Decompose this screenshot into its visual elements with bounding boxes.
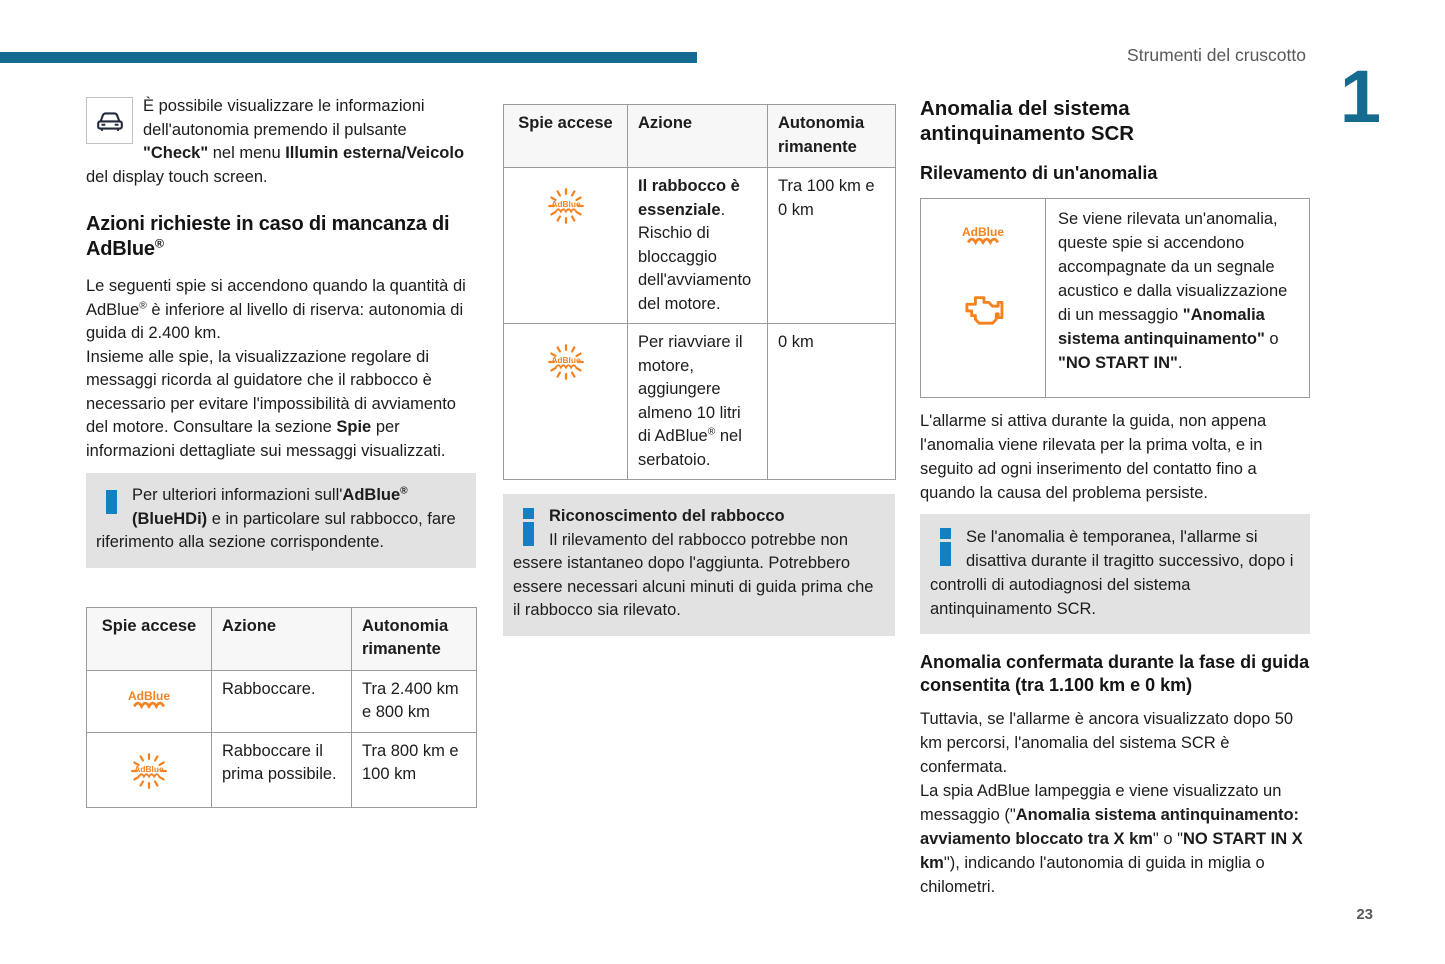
infobox-refill-recognition: Riconoscimento del rabbocco Il rilevamen… <box>503 494 895 636</box>
chapter-number: 1 <box>1339 55 1381 138</box>
table-row: Per riavviare il motore, aggiungere alme… <box>503 323 896 480</box>
action-cell: Rabboccare. <box>211 669 352 733</box>
anomaly-warning-text: Se viene rilevata un'anomalia, queste sp… <box>1058 210 1288 372</box>
autonomy-cell: Tra 2.400 km e 800 km <box>351 669 477 733</box>
adblue-warning-table-1: Spie accese Azione Autonomia rimanente R… <box>86 606 477 809</box>
adblue-warning-icon <box>959 223 1007 255</box>
middle-column: Spie accese Azione Autonomia rimanente I… <box>503 104 896 636</box>
table-row: Il rabbocco è essenziale. Rischio di blo… <box>503 167 896 324</box>
column-header-spie: Spie accese <box>86 606 212 671</box>
adblue-warning-flashing-icon <box>538 184 594 236</box>
adblue-warning-flashing-icon <box>538 340 594 392</box>
column-header-azione: Azione <box>627 104 768 168</box>
infobox-text: Se l'anomalia è temporanea, l'allarme si… <box>930 528 1294 618</box>
intro-block: È possibile visualizzare le informazioni… <box>86 95 476 189</box>
column-header-autonomia: Autonomia rimanente <box>351 606 477 671</box>
engine-warning-icon <box>960 291 1006 335</box>
running-header: Strumenti del cruscotto <box>1127 45 1306 65</box>
action-cell: Per riavviare il motore, aggiungere alme… <box>627 323 768 480</box>
paragraph-adblue-reserve: Le seguenti spie si accendono quando la … <box>86 277 466 342</box>
page-number: 23 <box>1356 906 1373 923</box>
table-header-row: Spie accese Azione Autonomia rimanente <box>86 606 477 671</box>
table-row: Rabboccare il prima possibile. Tra 800 k… <box>86 731 477 808</box>
infobox-text: Per ulteriori informazioni sull'AdBlue® … <box>96 485 456 551</box>
column-header-azione: Azione <box>211 606 352 671</box>
autonomy-cell: Tra 100 km e 0 km <box>767 167 896 324</box>
warning-lamp-cell <box>921 199 1046 397</box>
table-header-row: Spie accese Azione Autonomia rimanente <box>503 104 896 168</box>
paragraph-alarm-activation: L'allarme si attiva durante la guida, no… <box>920 412 1267 502</box>
infobox-adblue-reference: Per ulteriori informazioni sull'AdBlue® … <box>86 473 476 568</box>
anomaly-warning-box: Se viene rilevata un'anomalia, queste sp… <box>920 198 1310 398</box>
column-header-spie: Spie accese <box>503 104 628 168</box>
info-icon <box>940 528 951 566</box>
paragraph-anomaly-confirmed: Tuttavia, se l'allarme è ancora visualiz… <box>920 710 1294 776</box>
subsection-title-confirmed-anomaly: Anomalia confermata durante la fase di g… <box>920 652 1310 695</box>
action-cell: Il rabbocco è essenziale. Rischio di blo… <box>627 167 768 324</box>
subsection-title-detection: Rilevamento di un'anomalia <box>920 163 1158 183</box>
paragraph-adblue-flashing: La spia AdBlue lampeggia e viene visuali… <box>920 782 1303 896</box>
adblue-warning-flashing-icon <box>121 749 177 801</box>
adblue-warning-icon <box>125 687 173 719</box>
paragraph-adblue-messages: Insieme alle spie, la visualizzazione re… <box>86 347 456 460</box>
car-icon <box>93 106 127 135</box>
section-title-scr-anomaly: Anomalia del sistema antinquinamento SCR <box>920 97 1135 145</box>
check-menu-illustration <box>86 97 133 144</box>
column-header-autonomia: Autonomia rimanente <box>767 104 896 168</box>
left-column: È possibile visualizzare le informazioni… <box>86 95 477 809</box>
adblue-warning-table-2: Spie accese Azione Autonomia rimanente I… <box>503 104 896 480</box>
autonomy-cell: 0 km <box>767 323 896 480</box>
accent-bar <box>0 52 697 63</box>
infobox-text: Il rilevamento del rabbocco potrebbe non… <box>513 530 874 620</box>
section-title-adblue-actions: Azioni richieste in caso di mancanza di … <box>86 213 450 260</box>
table-row: Rabboccare. Tra 2.400 km e 800 km <box>86 669 477 733</box>
infobox-temporary-anomaly: Se l'anomalia è temporanea, l'allarme si… <box>920 514 1310 634</box>
right-column: Anomalia del sistema antinquinamento SCR… <box>920 96 1310 899</box>
info-icon <box>106 487 117 514</box>
intro-paragraph: È possibile visualizzare le informazioni… <box>86 97 465 186</box>
action-cell: Rabboccare il prima possibile. <box>211 731 352 808</box>
autonomy-cell: Tra 800 km e 100 km <box>351 731 477 808</box>
infobox-title: Riconoscimento del rabbocco <box>549 507 785 525</box>
info-icon <box>523 508 534 546</box>
